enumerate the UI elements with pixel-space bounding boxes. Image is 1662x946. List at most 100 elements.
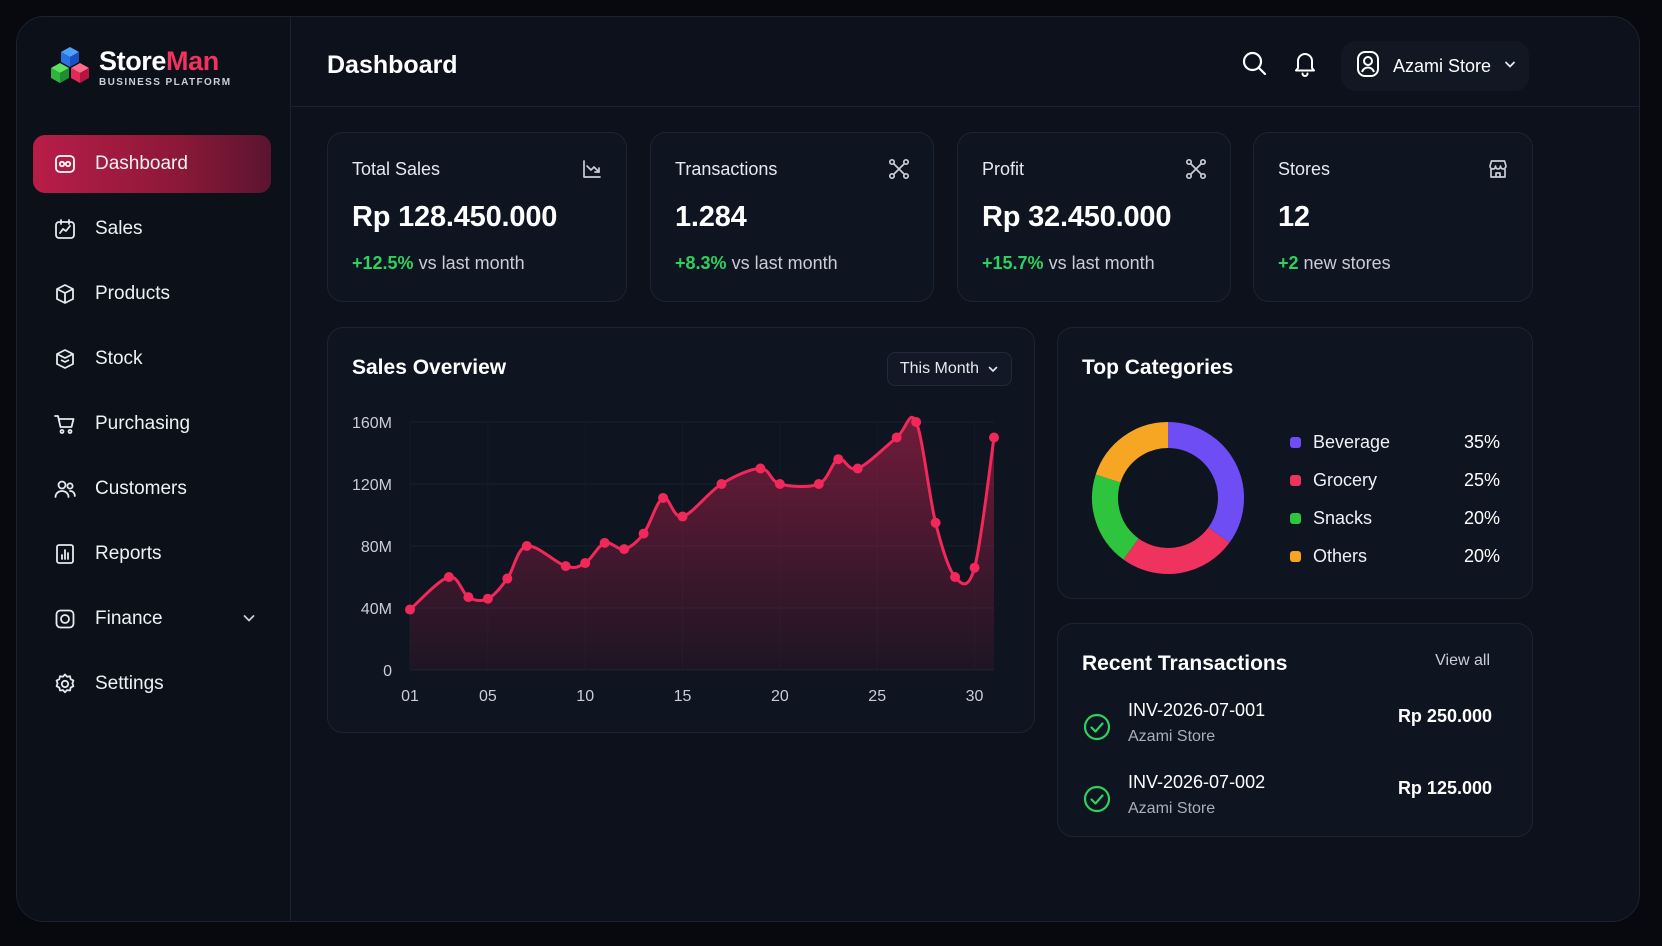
data-point[interactable] bbox=[463, 592, 474, 603]
data-point[interactable] bbox=[658, 492, 669, 503]
data-point[interactable] bbox=[560, 561, 571, 572]
x-tick-label: 25 bbox=[868, 688, 886, 705]
search-icon[interactable] bbox=[1240, 49, 1268, 77]
data-point[interactable] bbox=[599, 537, 610, 548]
legend-label: Others bbox=[1313, 546, 1368, 566]
sidebar-item-products[interactable]: Products bbox=[33, 265, 271, 323]
stat-label: Transactions bbox=[675, 159, 778, 179]
view-all-link[interactable]: View all bbox=[1435, 652, 1490, 669]
check-circle-icon bbox=[1082, 712, 1112, 747]
legend-swatch bbox=[1290, 475, 1301, 486]
sidebar-item-reports[interactable]: Reports bbox=[33, 525, 271, 583]
period-select-value: This Month bbox=[899, 360, 979, 377]
legend-swatch bbox=[1290, 437, 1301, 448]
gamepad-icon bbox=[51, 150, 79, 178]
stat-card-transactions: Transactions 1.284 +8.3% vs last month bbox=[650, 132, 934, 302]
brand-logo[interactable]: StoreMan BUSINESS PLATFORM bbox=[49, 45, 232, 89]
data-point[interactable] bbox=[813, 479, 824, 489]
sidebar-item-stock[interactable]: Stock bbox=[33, 330, 271, 388]
chevron-down-icon bbox=[988, 366, 998, 373]
sidebar-item-label: Dashboard bbox=[95, 153, 188, 174]
data-point[interactable] bbox=[755, 463, 766, 474]
categories-donut-chart bbox=[1092, 422, 1244, 574]
brand-subtitle: BUSINESS PLATFORM bbox=[99, 76, 232, 88]
sidebar-item-settings[interactable]: Settings bbox=[33, 655, 271, 713]
sidebar-item-label: Finance bbox=[95, 608, 163, 629]
sidebar-item-customers[interactable]: Customers bbox=[33, 460, 271, 518]
users-icon bbox=[51, 475, 79, 503]
data-point[interactable] bbox=[677, 511, 688, 522]
stat-change: +8.3% vs last month bbox=[675, 253, 838, 273]
stat-card-total-sales: Total Sales Rp 128.450.000 +12.5% vs las… bbox=[327, 132, 627, 302]
data-point[interactable] bbox=[716, 479, 727, 489]
sidebar-item-label: Products bbox=[95, 283, 170, 304]
legend-item-grocery: Grocery 25% bbox=[1290, 470, 1500, 491]
sidebar: StoreMan BUSINESS PLATFORM Dashboard Sal… bbox=[17, 17, 291, 921]
nodes-icon bbox=[1184, 157, 1208, 186]
period-select[interactable]: This Month bbox=[886, 352, 1012, 386]
top-categories-card: Top Categories Beverage 35% Grocery 25% … bbox=[1057, 327, 1533, 599]
chart-down-icon bbox=[580, 157, 604, 186]
sidebar-item-dashboard[interactable]: Dashboard bbox=[33, 135, 271, 193]
x-tick-label: 20 bbox=[771, 688, 789, 705]
bell-icon[interactable] bbox=[1291, 49, 1319, 77]
x-tick-label: 01 bbox=[401, 688, 419, 705]
data-point[interactable] bbox=[502, 573, 513, 584]
store-icon bbox=[1486, 157, 1510, 186]
avatar bbox=[1355, 50, 1381, 83]
data-point[interactable] bbox=[969, 562, 980, 573]
legend-item-others: Others 20% bbox=[1290, 546, 1500, 567]
data-point[interactable] bbox=[891, 432, 902, 443]
data-point[interactable] bbox=[638, 528, 649, 539]
top-categories-title: Top Categories bbox=[1082, 356, 1234, 379]
data-point[interactable] bbox=[405, 604, 415, 615]
page-title: Dashboard bbox=[327, 51, 458, 79]
x-tick-label: 15 bbox=[674, 688, 692, 705]
sidebar-item-label: Reports bbox=[95, 543, 162, 564]
data-point[interactable] bbox=[930, 517, 941, 528]
recent-transactions-title: Recent Transactions bbox=[1082, 652, 1288, 675]
stat-label: Stores bbox=[1278, 159, 1331, 179]
stat-value: 1.284 bbox=[675, 201, 747, 233]
sidebar-item-sales[interactable]: Sales bbox=[33, 200, 271, 258]
sidebar-item-finance[interactable]: Finance bbox=[33, 590, 271, 648]
data-point[interactable] bbox=[619, 544, 630, 555]
legend-value: 35% bbox=[1463, 432, 1500, 452]
data-point[interactable] bbox=[989, 432, 999, 443]
app-window: StoreMan BUSINESS PLATFORM Dashboard Sal… bbox=[16, 16, 1640, 922]
x-tick-label: 05 bbox=[479, 688, 497, 705]
sidebar-item-purchasing[interactable]: Purchasing bbox=[33, 395, 271, 453]
data-point[interactable] bbox=[482, 593, 493, 604]
nodes-icon bbox=[887, 157, 911, 186]
stat-value: Rp 128.450.000 bbox=[352, 201, 558, 233]
legend-swatch bbox=[1290, 551, 1301, 562]
y-tick-label: 120M bbox=[352, 477, 392, 494]
donut-slice-snacks[interactable] bbox=[1092, 474, 1140, 560]
transaction-row[interactable]: INV-2026-07-001 Azami Store Rp 250.000 bbox=[1082, 700, 1492, 756]
user-menu-button[interactable]: Azami Store bbox=[1341, 41, 1529, 91]
legend-item-beverage: Beverage 35% bbox=[1290, 432, 1500, 453]
data-point[interactable] bbox=[521, 541, 532, 551]
stat-value: 12 bbox=[1278, 201, 1310, 233]
legend-value: 25% bbox=[1463, 470, 1500, 490]
donut-slice-beverage[interactable] bbox=[1167, 422, 1244, 543]
cubes-logo-icon bbox=[51, 47, 89, 83]
data-point[interactable] bbox=[833, 454, 844, 465]
transaction-row[interactable]: INV-2026-07-002 Azami Store Rp 125.000 bbox=[1082, 772, 1492, 828]
donut-slice-grocery[interactable] bbox=[1123, 526, 1230, 574]
sales-area-chart: 0 40M 80M 120M 160M 01 05 10 15 20 25 30 bbox=[352, 415, 999, 705]
brand-name: StoreMan bbox=[99, 45, 219, 76]
check-circle-icon bbox=[1082, 784, 1112, 819]
package-icon bbox=[51, 345, 79, 373]
donut-slice-others[interactable] bbox=[1095, 422, 1169, 484]
data-point[interactable] bbox=[852, 463, 863, 474]
data-point[interactable] bbox=[580, 558, 591, 569]
data-point[interactable] bbox=[443, 572, 454, 582]
chevron-down-icon[interactable] bbox=[241, 610, 257, 631]
data-point[interactable] bbox=[950, 572, 961, 582]
data-point[interactable] bbox=[911, 417, 922, 427]
stat-label: Total Sales bbox=[352, 159, 441, 179]
data-point[interactable] bbox=[774, 479, 785, 489]
y-tick-label: 0 bbox=[383, 663, 392, 680]
finance-icon bbox=[51, 605, 79, 633]
